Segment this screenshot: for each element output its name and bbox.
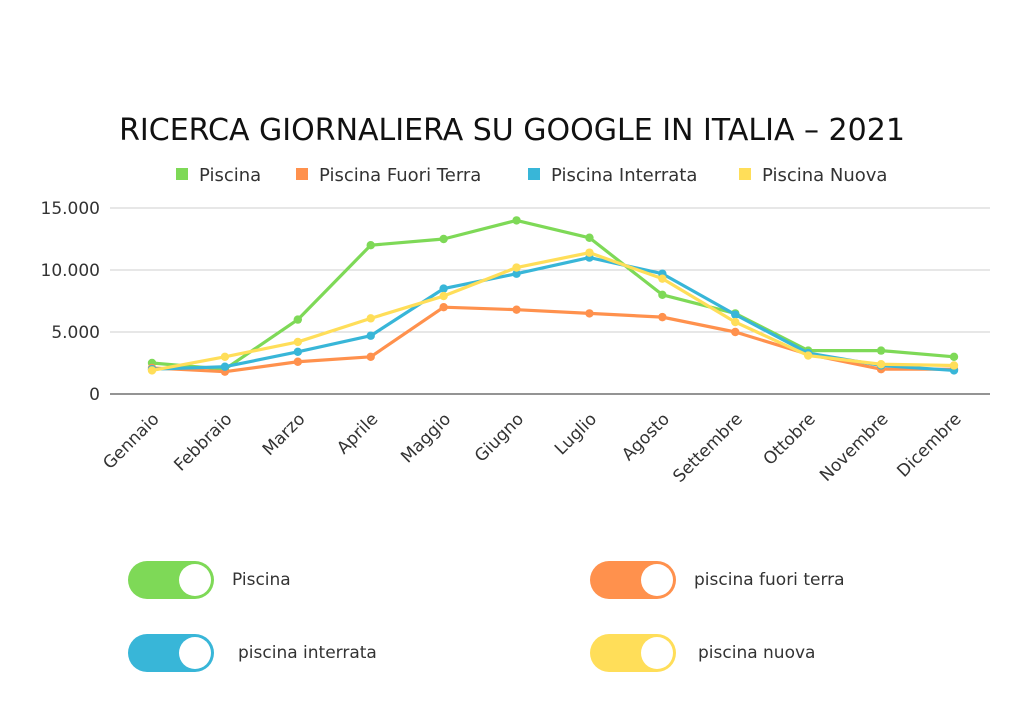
data-point — [512, 216, 521, 225]
toggle-switch-piscina-nuova[interactable] — [590, 634, 676, 672]
y-tick-label: 15.000 — [41, 199, 100, 219]
data-point — [949, 352, 959, 361]
legend-label: Piscina Fuori Terra — [319, 165, 481, 186]
toggle-piscina[interactable]: Piscina — [128, 561, 291, 599]
y-tick-label: 0 — [89, 385, 100, 405]
legend-item: Piscina — [176, 165, 261, 186]
data-point — [366, 352, 375, 361]
series-piscina-nuova — [147, 248, 959, 375]
chart-legend: Piscina Piscina Fuori Terra Piscina Interr… — [176, 165, 887, 186]
x-tick-label: Agosto — [618, 409, 674, 465]
legend-label: Piscina Interrata — [551, 165, 697, 186]
data-point — [220, 362, 230, 371]
data-point — [293, 337, 303, 347]
legend-item: Piscina Interrata — [528, 165, 697, 186]
x-tick-label: Febbraio — [170, 409, 236, 475]
toggle-label-piscina-interrata: piscina interrata — [238, 643, 377, 663]
legend-label: Piscina Nuova — [762, 165, 887, 186]
toggle-label-piscina: Piscina — [232, 570, 291, 590]
x-tick-label: Ottobre — [760, 409, 820, 469]
chart-series — [147, 216, 959, 376]
data-point — [439, 303, 448, 312]
chart-grid — [110, 207, 990, 395]
data-point — [876, 360, 886, 369]
data-point — [366, 331, 375, 340]
data-point — [220, 352, 230, 361]
toggle-piscina-nuova[interactable]: piscina nuova — [590, 634, 815, 672]
x-tick-label: Marzo — [259, 409, 309, 459]
data-point — [949, 361, 959, 370]
data-point — [658, 290, 667, 299]
data-point — [293, 357, 303, 366]
toggle-label-piscina-fuori-terra: piscina fuori terra — [694, 570, 845, 590]
x-tick-label: Gennaio — [99, 409, 163, 473]
data-point — [512, 269, 521, 278]
x-tick-label: Novembre — [816, 409, 892, 485]
x-tick-label: Luglio — [551, 409, 601, 459]
x-tick-label: Giugno — [471, 409, 528, 466]
series-piscina-interrata — [147, 253, 959, 375]
legend-item: Piscina Nuova — [739, 165, 887, 186]
series-line — [151, 256, 955, 373]
y-tick-label: 10.000 — [41, 261, 100, 281]
toggle-knob — [179, 637, 211, 669]
legend-label: Piscina — [199, 165, 261, 186]
y-axis-ticks: 0 5.000 10.000 15.000 — [41, 199, 100, 405]
x-tick-label: Dicembre — [893, 409, 965, 481]
data-point — [366, 314, 375, 323]
legend-swatch — [296, 168, 308, 180]
series-line — [151, 251, 955, 373]
toggle-knob — [641, 564, 673, 596]
series-line — [151, 218, 955, 371]
y-tick-label: 5.000 — [51, 323, 100, 343]
data-point — [585, 309, 594, 318]
data-point — [658, 274, 667, 283]
data-point — [731, 327, 740, 337]
data-point — [876, 346, 886, 355]
data-point — [803, 351, 813, 360]
data-point — [731, 317, 740, 327]
legend-item: Piscina Fuori Terra — [296, 165, 481, 186]
data-point — [512, 263, 521, 272]
legend-swatch — [528, 168, 540, 180]
x-tick-label: Aprile — [333, 409, 382, 458]
legend-swatch — [739, 168, 751, 180]
data-point — [585, 233, 594, 242]
data-point — [293, 315, 303, 324]
x-axis-ticks: Gennaio Febbraio Marzo Aprile Maggio Giugno Lu… — [99, 409, 965, 486]
data-point — [731, 310, 740, 319]
toggle-switch-piscina[interactable] — [128, 561, 214, 599]
toggle-piscina-fuori-terra[interactable]: piscina fuori terra — [590, 561, 845, 599]
toggle-switch-piscina-interrata[interactable] — [128, 634, 214, 672]
series-piscina — [147, 216, 959, 374]
chart-title: RICERCA GIORNALIERA SU GOOGLE IN ITALIA … — [119, 113, 905, 148]
toggle-switch-piscina-fuori-terra[interactable] — [590, 561, 676, 599]
series-line — [151, 305, 954, 374]
data-point — [585, 248, 594, 257]
toggle-label-piscina-nuova: piscina nuova — [698, 643, 816, 663]
x-tick-label: Settembre — [669, 409, 746, 486]
data-point — [147, 366, 157, 375]
data-point — [439, 284, 448, 293]
toggle-piscina-interrata[interactable]: piscina interrata — [128, 634, 377, 672]
data-point — [439, 291, 448, 301]
legend-swatch — [176, 168, 188, 180]
data-point — [658, 312, 667, 322]
data-point — [439, 234, 448, 244]
data-point — [293, 347, 303, 357]
data-point — [366, 241, 375, 250]
toggle-knob — [641, 637, 673, 669]
toggle-knob — [179, 564, 211, 596]
x-tick-label: Maggio — [397, 409, 455, 467]
data-point — [512, 305, 521, 314]
